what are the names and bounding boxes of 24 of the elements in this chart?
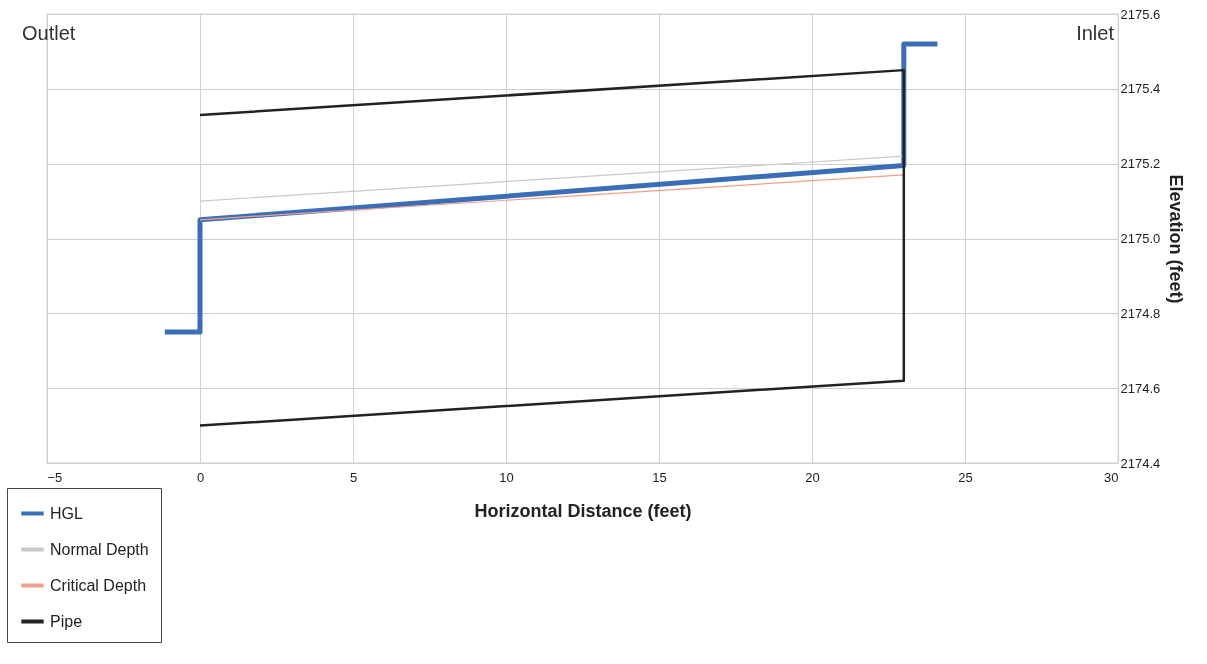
x-tick-label: 30 xyxy=(1104,469,1119,485)
legend-label: Pipe xyxy=(50,612,83,630)
x-tick-label: 15 xyxy=(652,469,667,485)
annotation: Inlet xyxy=(1076,22,1115,44)
x-tick-label: 20 xyxy=(805,469,820,485)
x-tick-label: 5 xyxy=(349,469,358,485)
y-tick-label: 2174.6 xyxy=(1120,380,1161,396)
y-axis-title: Elevation (feet) xyxy=(1166,174,1187,304)
y-tick-label: 2175.6 xyxy=(1120,6,1161,22)
annotation: Outlet xyxy=(22,22,76,44)
x-tick-label: 25 xyxy=(958,469,973,485)
y-tick-label: 2174.4 xyxy=(1120,455,1161,471)
y-tick-label: 2175.4 xyxy=(1120,81,1161,97)
x-tick-label: 10 xyxy=(499,469,514,485)
legend-label: Critical Depth xyxy=(50,576,147,594)
y-tick-label: 2175.2 xyxy=(1120,156,1161,172)
y-tick-label: 2175.0 xyxy=(1120,231,1161,246)
legend-label: HGL xyxy=(50,504,83,522)
x-axis-title: Horizontal Distance (feet) xyxy=(474,500,692,521)
line-series xyxy=(198,68,906,427)
y-tick-label: 2174.8 xyxy=(1120,305,1161,321)
legend-label: Normal Depth xyxy=(50,540,149,558)
x-tick-label: 0 xyxy=(196,469,205,485)
x-tick-label: −5 xyxy=(47,469,63,485)
